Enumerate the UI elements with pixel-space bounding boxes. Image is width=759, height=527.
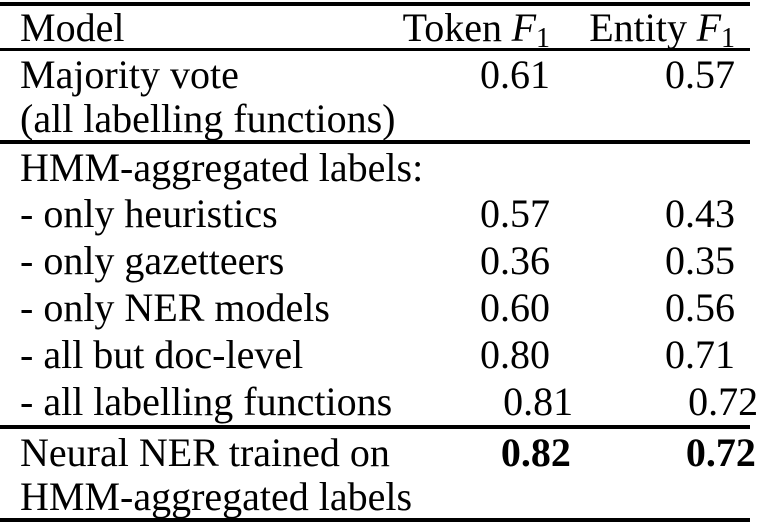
- entity-f1-cell: 0.57: [665, 51, 735, 97]
- model-cell: - only NER models: [20, 285, 330, 330]
- model-cell: HMM-aggregated labels: [20, 474, 413, 519]
- entity-f1-cell: 0.56: [665, 285, 735, 330]
- entity-header-label: Entity: [589, 4, 687, 50]
- table-row-hmm-section-label: HMM-aggregated labels:: [0, 144, 759, 190]
- entity-f1-cell: 0.72: [688, 379, 759, 424]
- table-row-only-heuristics: - only heuristics 0.57 0.43: [0, 190, 759, 237]
- table-row-neural-ner: Neural NER trained on 0.82 0.72: [0, 429, 759, 475]
- table-row-majority-vote-cont: (all labelling functions): [0, 96, 759, 141]
- entity-f1-cell: 0.35: [665, 238, 735, 283]
- model-cell: - all but doc-level: [20, 332, 304, 377]
- rule-top: [0, 2, 750, 6]
- token-f1-cell-best: 0.82: [500, 429, 571, 475]
- col-header-entity-f1: Entity F1: [564, 4, 759, 54]
- token-f1-cell: 0.81: [503, 379, 574, 424]
- entity-f1-cell: 0.71: [665, 332, 735, 377]
- f1-math-symbol: F1: [511, 4, 550, 54]
- table-row-all-labelling-functions: - all labelling functions 0.81 0.72: [0, 378, 759, 425]
- rule-section-1: [0, 140, 750, 144]
- token-f1-cell: 0.80: [480, 332, 550, 377]
- rule-under-header: [0, 48, 750, 51]
- table-row-all-but-doc-level: - all but doc-level 0.80 0.71: [0, 331, 759, 378]
- col-header-model: Model: [20, 4, 125, 50]
- entity-f1-cell: 0.43: [665, 191, 735, 236]
- token-f1-cell: 0.57: [480, 191, 550, 236]
- table-row-majority-vote: Majority vote 0.61 0.57: [0, 51, 759, 97]
- token-f1-cell: 0.61: [480, 51, 550, 97]
- token-f1-cell: 0.36: [480, 238, 550, 283]
- rule-bottom: [0, 518, 750, 522]
- token-header-label: Token: [402, 4, 502, 50]
- token-f1-cell: 0.60: [480, 285, 550, 330]
- model-cell: HMM-aggregated labels:: [20, 144, 424, 190]
- table-row-only-gazetteers: - only gazetteers 0.36 0.35: [0, 237, 759, 284]
- model-cell: (all labelling functions): [20, 96, 396, 141]
- model-cell: Neural NER trained on: [20, 429, 390, 475]
- model-cell: Majority vote: [20, 51, 239, 97]
- col-header-token-f1: Token F1: [369, 4, 564, 54]
- f1-math-symbol: F1: [696, 4, 735, 54]
- table-row-only-ner-models: - only NER models 0.60 0.56: [0, 284, 759, 331]
- rule-section-2: [0, 425, 750, 429]
- model-cell: - only gazetteers: [20, 238, 285, 283]
- model-cell: - only heuristics: [20, 191, 278, 236]
- header-row: Model Token F1 Entity F1: [0, 4, 759, 54]
- table-row-neural-ner-cont: HMM-aggregated labels: [0, 474, 759, 519]
- model-cell: - all labelling functions: [20, 379, 393, 424]
- entity-f1-cell-best: 0.72: [685, 429, 756, 475]
